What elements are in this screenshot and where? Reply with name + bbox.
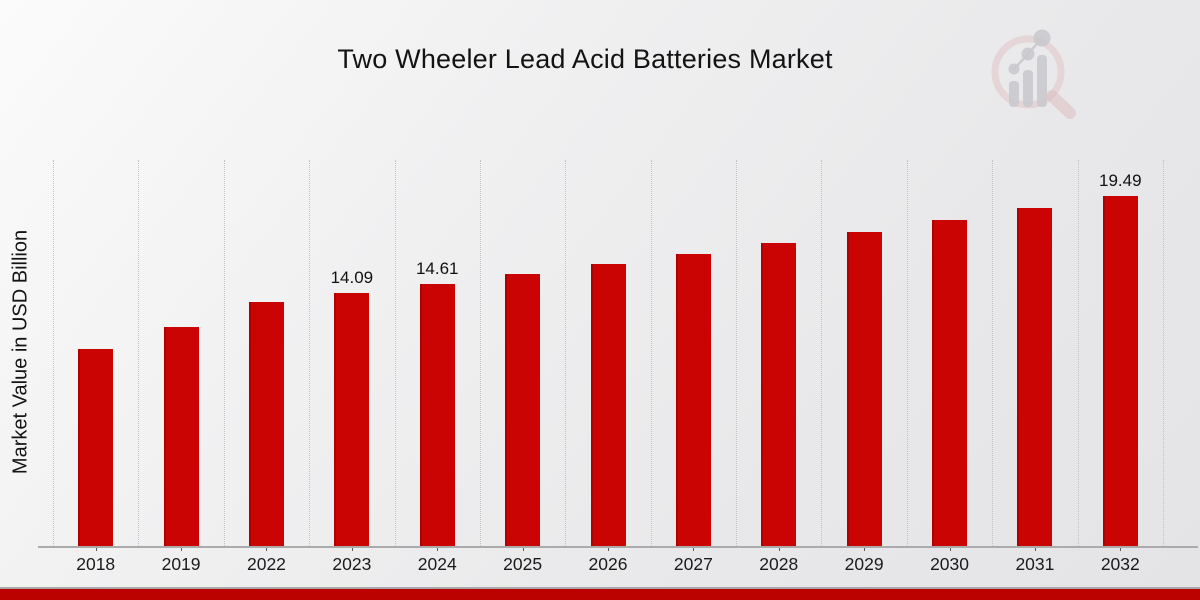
x-axis-tick	[1034, 546, 1036, 551]
vertical-gridline	[821, 160, 823, 546]
bar-2029	[846, 232, 882, 546]
footer-divider-line	[0, 587, 1200, 589]
bar-value-label-2032: 19.49	[1099, 171, 1142, 190]
x-axis-line	[38, 546, 1198, 548]
x-tick-label-2024: 2024	[417, 554, 457, 574]
bar-2026	[590, 264, 626, 546]
plot-area: 2018 2019 2022 14.09 2023 14.61 2024 2025 2026 20…	[53, 160, 1164, 574]
vertical-gridline	[565, 160, 567, 546]
chart-title: Two Wheeler Lead Acid Batteries Market	[337, 44, 833, 74]
vertical-gridline	[138, 160, 140, 546]
x-tick-label-2023: 2023	[332, 554, 372, 574]
x-axis-tick	[437, 546, 439, 551]
vertical-gridline	[1163, 160, 1164, 546]
bar-2023	[334, 293, 370, 546]
bar-value-label-2024: 14.61	[415, 259, 459, 278]
logo-bar-medium	[1023, 70, 1033, 107]
x-axis-tick	[181, 546, 183, 551]
x-tick-label-2022: 2022	[246, 554, 286, 574]
x-tick-label-2030: 2030	[930, 554, 969, 574]
vertical-gridline	[223, 160, 225, 546]
x-tick-label-2032: 2032	[1100, 554, 1140, 574]
vertical-gridline	[479, 160, 481, 546]
x-tick-label-2019: 2019	[161, 554, 201, 574]
y-axis-spine	[53, 160, 54, 546]
bar-2032	[1102, 196, 1138, 546]
bar-2018	[78, 349, 114, 546]
logo-magnifier-handle	[1046, 90, 1076, 119]
footer-accent-bar	[0, 589, 1200, 600]
x-tick-label-2018: 2018	[76, 554, 116, 574]
x-tick-label-2026: 2026	[588, 554, 628, 574]
x-axis-tick	[266, 546, 268, 551]
logo-dot-large	[1033, 29, 1051, 47]
bar-2027	[675, 254, 711, 546]
x-tick-label-2028: 2028	[759, 554, 799, 574]
logo-dot-small	[1008, 63, 1020, 75]
logo-dot-medium	[1021, 47, 1035, 61]
x-axis-tick	[351, 546, 353, 551]
x-axis-tick	[864, 546, 866, 551]
x-tick-label-2025: 2025	[503, 554, 543, 574]
bar-2025	[505, 274, 541, 546]
bar-2019	[163, 327, 199, 546]
x-axis-tick	[522, 546, 524, 551]
bar-value-label-2023: 14.09	[330, 268, 374, 287]
x-axis-tick	[693, 546, 695, 551]
bar-2022	[248, 302, 284, 546]
bar-2031	[1017, 208, 1053, 546]
bar-2030	[932, 220, 968, 546]
y-axis-label: Market Value in USD Billion	[9, 229, 32, 475]
x-tick-label-2031: 2031	[1015, 554, 1055, 574]
magnifier-bar-chart-logo-icon	[991, 29, 1076, 119]
bar-2024	[419, 284, 455, 546]
vertical-gridline	[736, 160, 738, 546]
vertical-gridline	[906, 160, 908, 546]
x-axis-tick	[1120, 546, 1122, 551]
logo-bar-small	[1009, 81, 1019, 107]
vertical-gridline	[1077, 160, 1079, 546]
bar-2028	[761, 243, 797, 546]
x-tick-label-2027: 2027	[673, 554, 713, 574]
x-tick-label-2029: 2029	[844, 554, 884, 574]
vertical-gridline	[650, 160, 652, 546]
x-axis-tick	[608, 546, 609, 551]
vertical-gridline	[394, 160, 396, 546]
vertical-gridline	[309, 160, 311, 546]
vertical-gridline	[992, 160, 994, 546]
x-axis-tick	[778, 546, 780, 551]
logo-bar-large	[1037, 55, 1047, 107]
x-axis-tick	[95, 546, 97, 551]
x-axis-tick	[949, 546, 951, 551]
